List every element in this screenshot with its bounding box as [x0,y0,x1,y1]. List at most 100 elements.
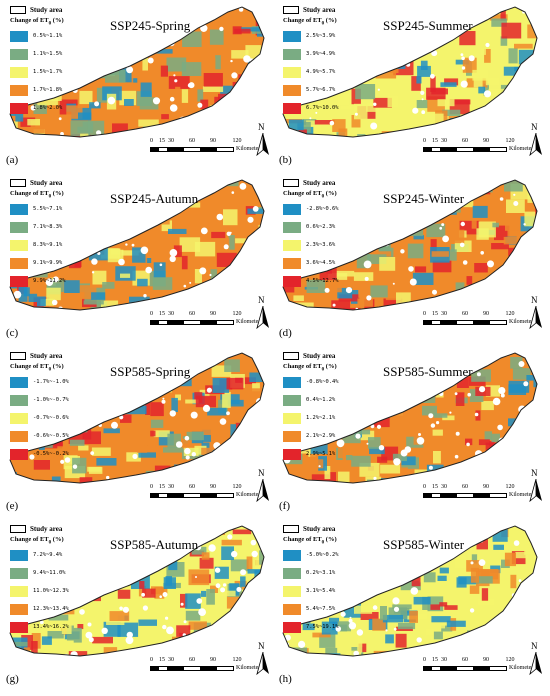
legend-item: -5.0%~0.2% [283,550,339,562]
legend-item: 2.5%~3.9% [283,31,338,43]
study-area-swatch [10,179,26,187]
legend-item: 1.2%~2.1% [283,413,338,425]
scale-tick-label: 30 [168,484,174,490]
legend-class-label: -0.6%~-0.5% [33,433,69,440]
scale-tick-label: 90 [483,138,489,144]
legend-class-label: 11.0%~12.3% [33,588,69,595]
study-area-map [9,352,265,484]
legend-item: 3.9%~4.9% [283,49,338,61]
legend-class-label: 9.1%~9.9% [33,260,63,267]
legend-class-label: 7.5%~19.1% [306,624,339,631]
panel-label: (b) [279,154,292,166]
scale-bar: 0 15 30 60 90 120 Kilometers [423,484,536,510]
map-panel-g: Study area Change of ET0 (%) 7.2%~9.4% 9.… [2,521,275,694]
study-area-map [9,525,265,657]
map-panel-b: Study area Change of ET0 (%) 2.5%~3.9% 3.… [275,2,548,175]
legend-class-label: 4.5%~12.7% [306,278,339,285]
scale-tick-label: 0 [423,484,426,490]
scale-tick-label: 0 [423,657,426,663]
legend-item: -0.7%~-0.6% [10,413,69,425]
legend-swatch [10,31,28,43]
legend: Study area Change of ET0 (%) -1.7%~-1.0%… [10,352,69,467]
north-label: N [258,295,265,305]
scale-bar: 0 15 30 60 90 120 Kilometers [423,657,536,683]
north-arrow-icon: N [529,641,543,676]
legend-swatch [10,604,28,616]
legend-class-label: 1.5%~1.7% [33,69,63,76]
legend-swatch [10,258,28,270]
legend-study-area-label: Study area [30,524,63,533]
legend-item: -0.8%~0.4% [283,377,338,389]
legend-class-label: 0.6%~2.3% [306,224,336,231]
study-area-swatch [283,352,299,360]
scale-bar: 0 15 30 60 90 120 Kilometers [150,138,263,164]
scale-tick-label: 120 [232,657,242,663]
legend-swatch [283,204,301,216]
legend-item: 3.1%~5.4% [283,586,338,598]
legend-class-label: -5.0%~0.2% [306,552,339,559]
legend: Study area Change of ET0 (%) 5.5%~7.1% 7.… [10,179,65,294]
north-label: N [531,468,538,478]
scale-tick-label: 30 [441,657,447,663]
legend-class-label: 6.7%~10.0% [306,105,339,112]
legend-class-label: 2.9%~5.1% [306,451,336,458]
panel-label: (a) [6,154,19,166]
scale-tick-label: 15 [432,311,438,317]
legend-swatch [283,222,301,234]
legend-class-label: -0.7%~-0.6% [33,415,69,422]
panel-label: (f) [279,500,290,512]
legend-item: 4.9%~5.7% [283,67,338,79]
study-area-map [282,179,538,311]
scale-tick-label: 30 [441,484,447,490]
legend-title: Change of ET0 (%) [283,17,337,27]
legend-swatch [10,103,28,115]
legend-swatch [283,240,301,252]
scale-tick-label: 0 [150,657,153,663]
scale-tick-label: 0 [150,311,153,317]
scale-tick-label: 120 [232,484,242,490]
legend-class-label: 7.2%~9.4% [33,552,63,559]
panel-label: (c) [6,327,19,339]
legend-item: 4.5%~12.7% [283,276,339,288]
scale-tick-label: 0 [423,311,426,317]
legend-class-label: 0.5%~1.1% [33,33,63,40]
scale-tick-label: 120 [232,311,242,317]
legend-item: 12.3%~13.4% [10,604,69,616]
legend-swatch [283,276,301,288]
scale-tick-label: 60 [462,657,468,663]
legend-item: 2.9%~5.1% [283,449,338,461]
legend-swatch [283,449,301,461]
scale-bar: 0 15 30 60 90 120 Kilometers [150,484,263,510]
legend-class-label: 5.7%~6.7% [306,87,336,94]
legend-item: -0.6%~-0.5% [10,431,69,443]
legend-swatch [283,67,301,79]
legend-swatch [10,240,28,252]
legend-title: Change of ET0 (%) [10,190,64,200]
scenario-title: SSP245-Autumn [110,191,199,206]
legend-study-area-label: Study area [30,178,63,187]
legend-class-label: 2.5%~3.9% [306,33,336,40]
scale-tick-label: 60 [189,484,195,490]
scenario-title: SSP245-Spring [110,18,191,33]
map-panel-c: Study area Change of ET0 (%) 5.5%~7.1% 7.… [2,175,275,348]
legend-item: 7.5%~19.1% [283,622,339,634]
scale-tick-label: 15 [432,484,438,490]
legend-title: Change of ET0 (%) [283,363,337,373]
legend: Study area Change of ET0 (%) 2.5%~3.9% 3.… [283,6,338,121]
legend-swatch [283,550,301,562]
legend-study-area-label: Study area [303,351,336,360]
scale-tick-label: 15 [159,138,165,144]
legend-title: Change of ET0 (%) [283,536,337,546]
legend-class-label: 0.4%~1.2% [306,397,336,404]
scale-tick-label: 90 [210,657,216,663]
study-area-swatch [283,179,299,187]
legend-class-label: 3.6%~4.5% [306,260,336,267]
legend-swatch [10,377,28,389]
scale-unit: Kilometers [509,146,536,152]
scale-tick-label: 60 [462,484,468,490]
legend-swatch [283,413,301,425]
scale-unit: Kilometers [236,665,263,671]
scale-tick-label: 0 [150,138,153,144]
legend-item: 5.4%~7.5% [283,604,338,616]
